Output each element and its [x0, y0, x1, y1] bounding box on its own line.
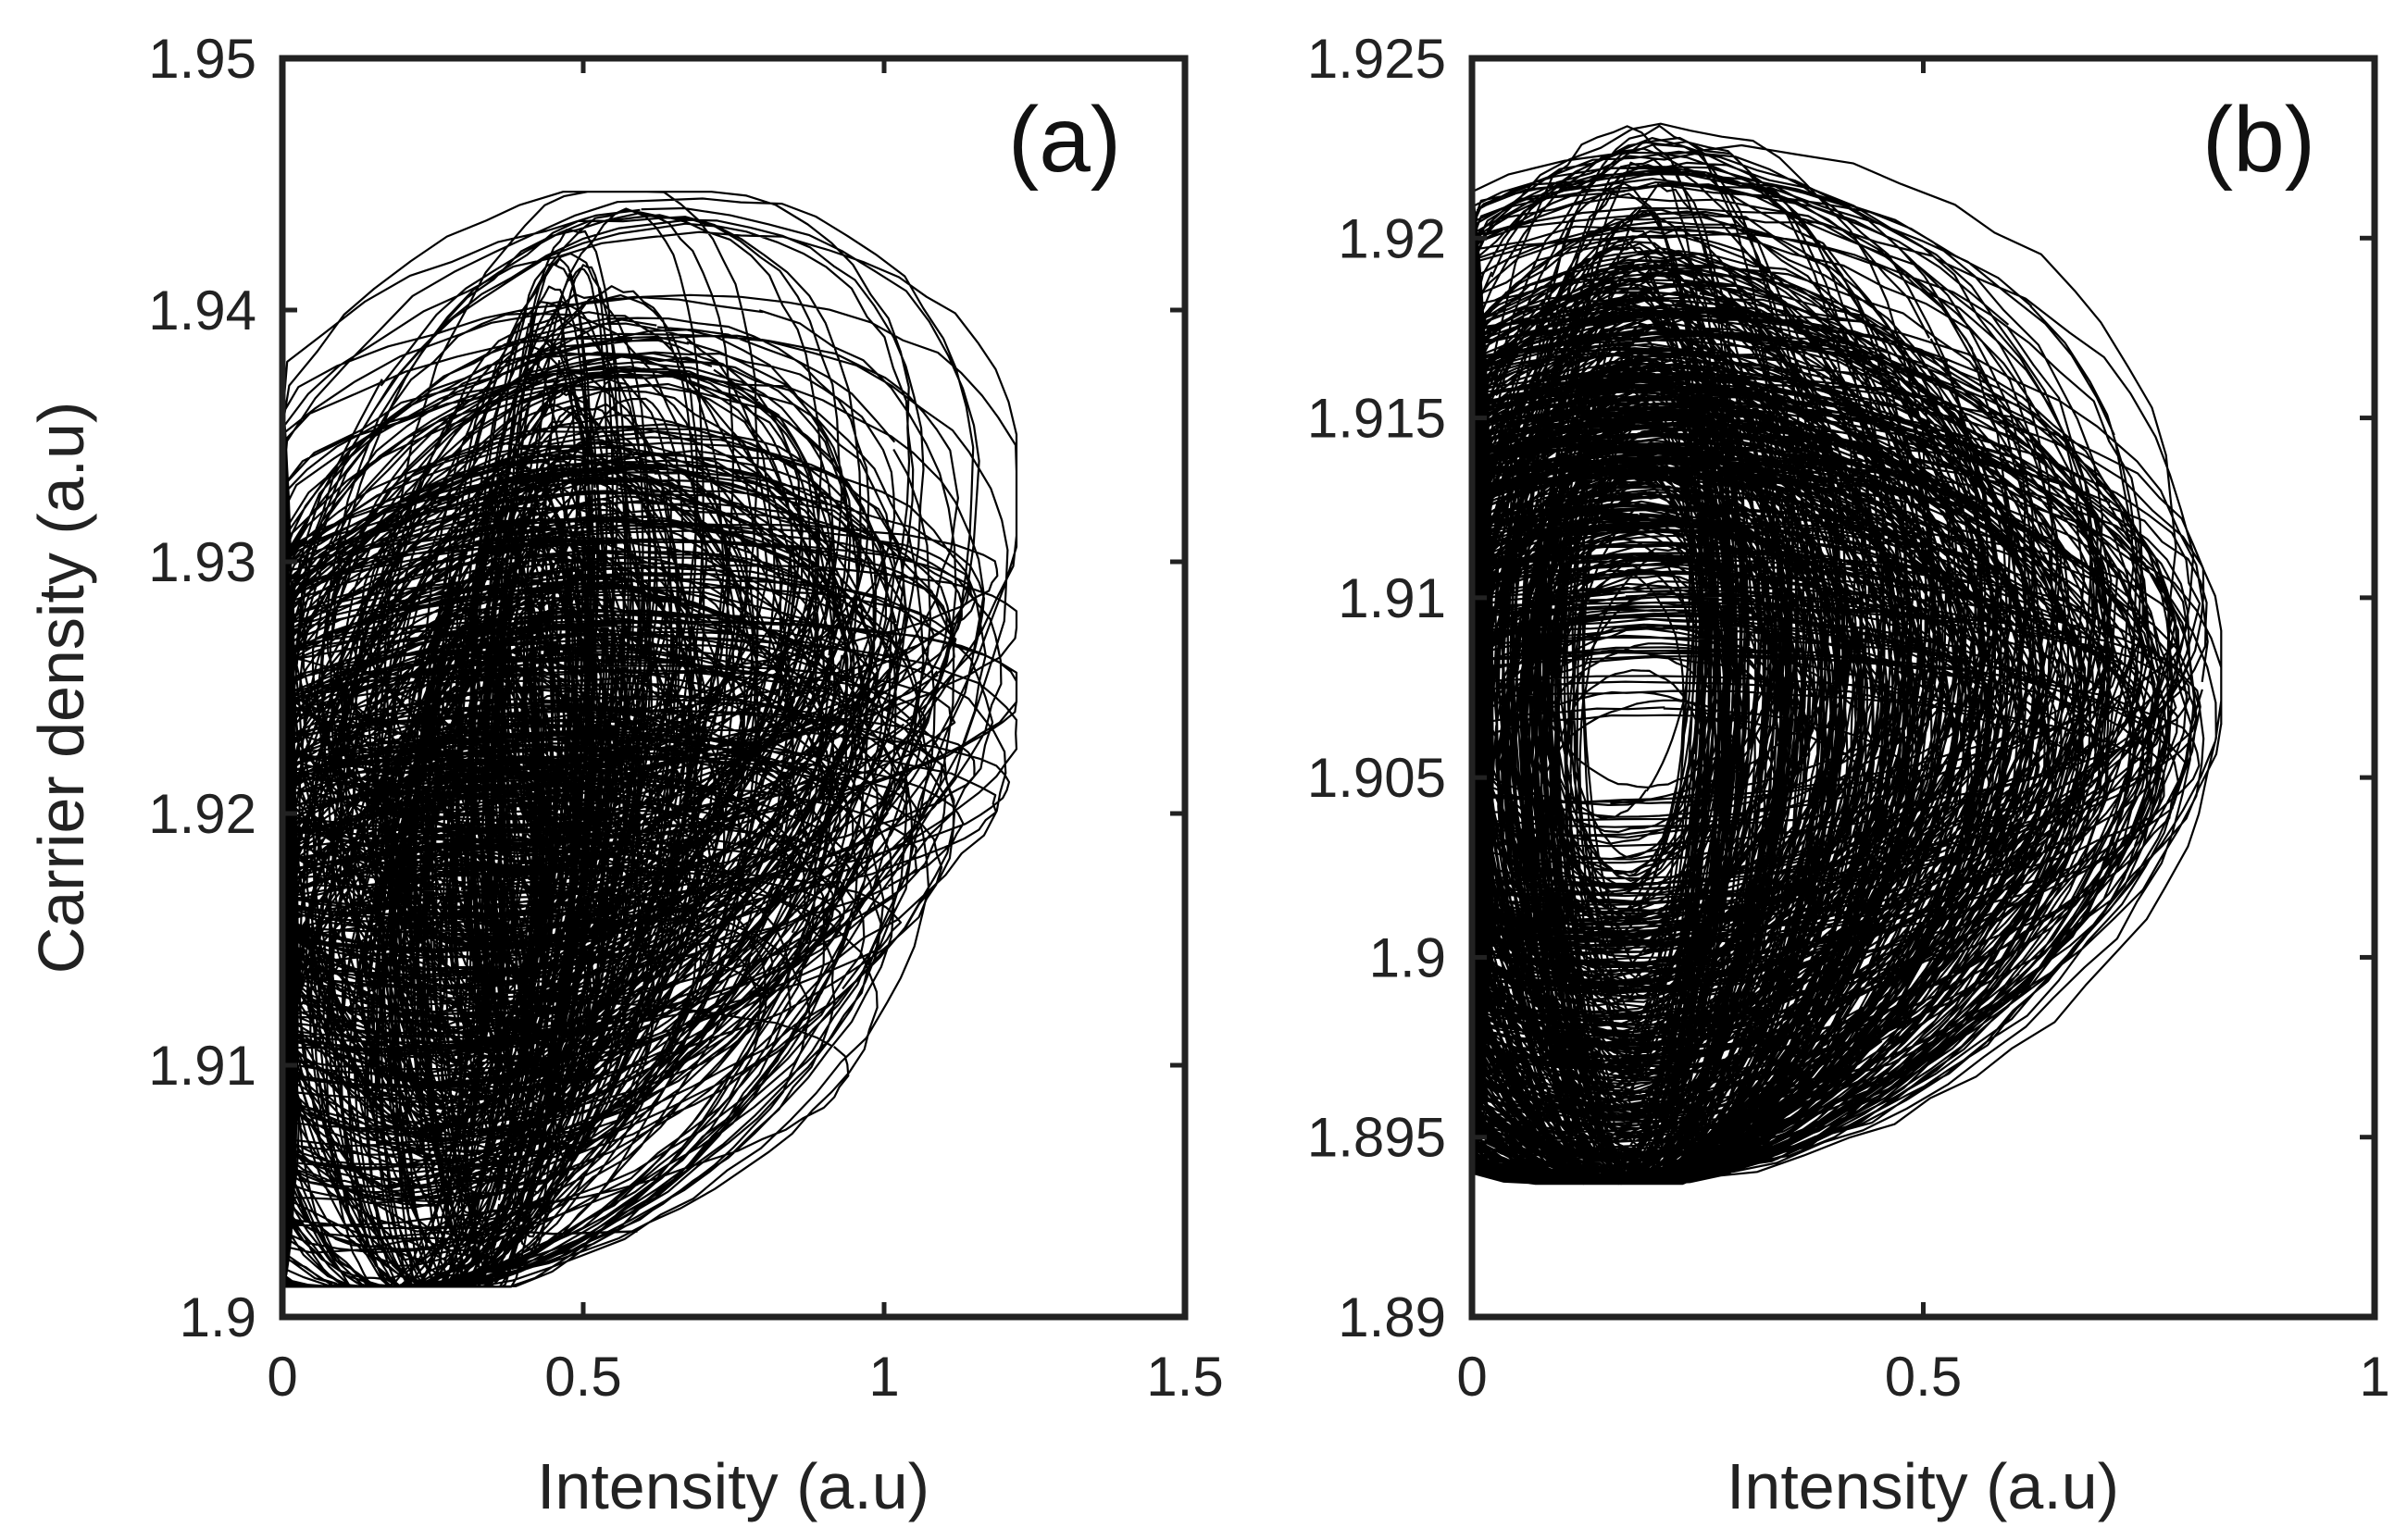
- x-tick-label-a-3: 1.5: [1146, 1346, 1223, 1408]
- x-tick-label-b-0: 0: [1456, 1346, 1487, 1408]
- y-axis-label-a: Carrier density (a.u): [25, 402, 97, 975]
- trajectory-tail-a: [450, 1224, 638, 1236]
- y-tick-label-a-4: 1.94: [148, 279, 256, 342]
- y-tick-label-b-5: 1.915: [1307, 388, 1446, 450]
- y-tick-label-a-5: 1.95: [148, 28, 256, 90]
- axes-frame-a: [279, 55, 1189, 1321]
- x-tick-label-b-1: 0.5: [1885, 1346, 1962, 1408]
- x-axis-label-b: Intensity (a.u): [1727, 1450, 2119, 1522]
- panel-b: 0 0.5 1 1.89 1.895 1.9 1.905 1.91 1.915 1.92 1.925…: [1307, 28, 2390, 1522]
- y-tick-label-a-2: 1.92: [148, 783, 256, 845]
- y-tick-label-a-0: 1.9: [180, 1286, 256, 1348]
- x-tick-label-b-2: 1: [2359, 1346, 2389, 1408]
- ticks-b: 0 0.5 1 1.89 1.895 1.9 1.905 1.91 1.915 1.92 1.925: [1307, 28, 2390, 1408]
- trajectory-path-b: [1470, 122, 2223, 1186]
- y-tick-label-b-2: 1.9: [1369, 926, 1446, 988]
- trajectory-a: [281, 191, 1018, 1288]
- y-tick-label-b-6: 1.92: [1338, 207, 1446, 269]
- panel-label-a: (a): [1008, 88, 1121, 192]
- y-tick-label-b-0: 1.89: [1338, 1286, 1446, 1348]
- axes-frame-b: [1468, 55, 2378, 1321]
- y-tick-label-a-3: 1.93: [148, 531, 256, 593]
- y-tick-label-b-1: 1.895: [1307, 1107, 1446, 1169]
- x-tick-label-a-2: 1: [868, 1346, 899, 1408]
- x-tick-label-a-0: 0: [267, 1346, 297, 1408]
- panel-a: 0 0.5 1 1.5 1.9 1.91 1.92 1.93 1.94 1.95 (a) Inte…: [25, 28, 1224, 1522]
- y-tick-label-b-4: 1.91: [1338, 567, 1446, 629]
- panel-label-b: (b): [2202, 88, 2315, 192]
- x-tick-label-a-1: 0.5: [544, 1346, 621, 1408]
- trajectory-b: [1470, 122, 2223, 1186]
- y-tick-label-b-7: 1.925: [1307, 28, 1446, 90]
- x-axis-label-a: Intensity (a.u): [537, 1450, 929, 1522]
- y-tick-label-b-3: 1.905: [1307, 747, 1446, 809]
- trajectory-path-a: [281, 191, 1018, 1288]
- y-tick-label-a-1: 1.91: [148, 1035, 256, 1097]
